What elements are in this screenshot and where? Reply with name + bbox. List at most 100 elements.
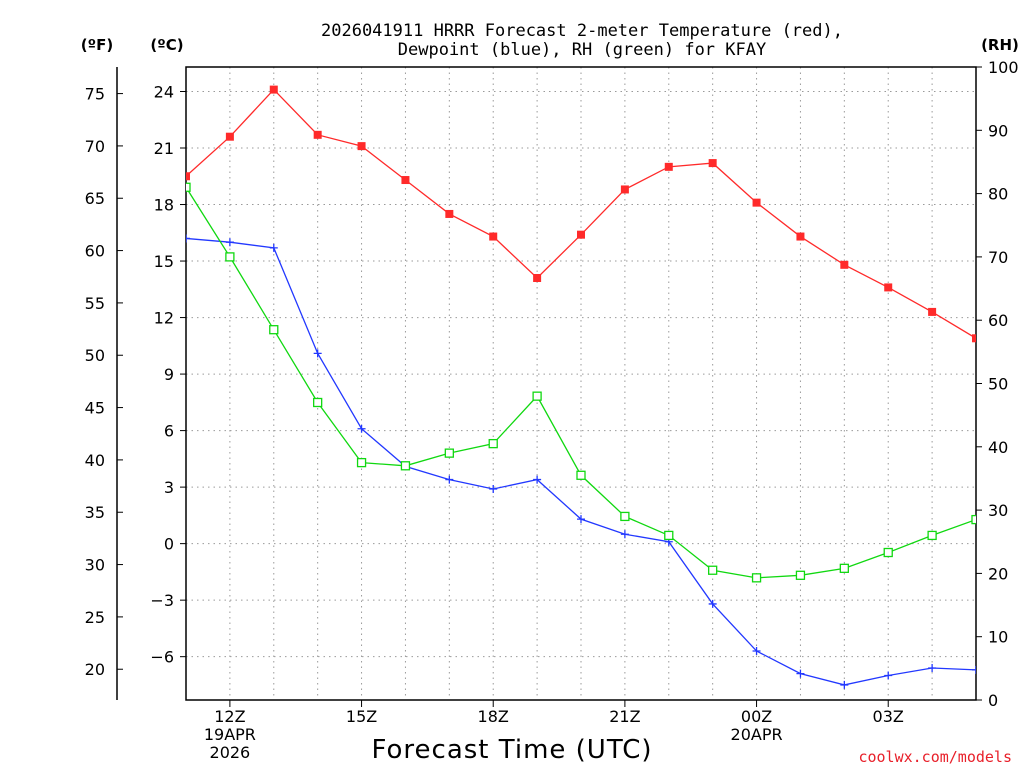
rh-point <box>751 573 762 583</box>
fahrenheit-tick-label: 55 <box>85 294 105 313</box>
rh-tick-label: 30 <box>988 501 1008 520</box>
dewpoint-point <box>708 599 717 608</box>
rh-tick-label: 50 <box>988 375 1008 394</box>
x-tick-label: 03Z <box>873 707 904 726</box>
x-tick-label: 20APR <box>731 725 783 744</box>
rh-point <box>708 565 718 575</box>
celsius-tick-label: −3 <box>150 591 174 610</box>
fahrenheit-tick-label: 45 <box>85 399 105 418</box>
rh-point <box>839 563 849 573</box>
dewpoint-point <box>620 530 629 539</box>
fahrenheit-unit-label: (ºF) <box>81 36 113 54</box>
temperature-point <box>357 142 366 151</box>
chart-title-line-1: 2026041911 HRRR Forecast 2-meter Tempera… <box>321 21 843 41</box>
temperature-point <box>577 230 585 239</box>
dewpoint-point <box>972 665 976 674</box>
rh-point <box>620 511 630 522</box>
rh-tick-label: 60 <box>988 311 1008 330</box>
dewpoint-point <box>840 680 849 689</box>
rh-tick-label: 0 <box>988 691 998 710</box>
rh-point <box>576 470 586 480</box>
dewpoint-point <box>577 515 585 524</box>
x-tick-label: 15Z <box>346 707 377 726</box>
fahrenheit-tick-label: 60 <box>85 242 105 261</box>
temperature-line <box>186 88 976 339</box>
x-tick-label: 00Z <box>741 707 772 726</box>
fahrenheit-tick-label: 25 <box>85 608 105 627</box>
dewpoint-point <box>489 485 498 493</box>
celsius-tick-label: 21 <box>154 139 174 158</box>
temperature-point <box>664 162 673 171</box>
rh-tick-label: 100 <box>988 58 1019 77</box>
dewpoint-point <box>313 349 322 358</box>
fahrenheit-tick-label: 65 <box>85 189 105 208</box>
rh-point <box>971 514 976 525</box>
fahrenheit-tick-label: 30 <box>85 556 105 575</box>
credit-text: coolwx.com/models <box>858 748 1012 766</box>
rh-point <box>186 182 191 192</box>
rh-point <box>356 457 367 468</box>
tick-labels: 24211815129630−3−67570656055504540353025… <box>85 58 1019 762</box>
dewpoint-point <box>186 234 190 243</box>
temperature-point <box>752 198 761 207</box>
temperature-point <box>445 209 454 218</box>
series-lines <box>186 85 976 689</box>
celsius-tick-label: 15 <box>154 252 174 271</box>
temperature-point <box>489 232 498 241</box>
grid-lines <box>186 67 976 700</box>
dewpoint-point <box>884 671 893 680</box>
rh-point <box>664 530 674 541</box>
temperature-point <box>533 274 542 282</box>
dewpoint-point <box>357 424 366 433</box>
temperature-point <box>972 334 976 343</box>
celsius-tick-label: −6 <box>150 648 174 667</box>
rh-tick-label: 70 <box>988 248 1008 267</box>
axes <box>116 66 982 707</box>
rh-tick-label: 10 <box>988 628 1008 647</box>
rh-point <box>225 252 235 262</box>
x-tick-label: 19APR <box>204 725 256 744</box>
temperature-point <box>225 132 234 141</box>
celsius-tick-label: 0 <box>164 535 174 554</box>
x-tick-label: 18Z <box>478 707 509 726</box>
temperature-point <box>313 130 322 139</box>
x-tick-label: 21Z <box>609 707 640 726</box>
celsius-tick-label: 9 <box>164 365 174 384</box>
fahrenheit-tick-label: 50 <box>85 346 105 365</box>
dewpoint-point <box>269 243 278 252</box>
celsius-tick-label: 24 <box>154 82 174 101</box>
rh-unit-label: (RH) <box>981 36 1019 54</box>
temperature-point <box>928 307 937 316</box>
celsius-unit-label: (ºC) <box>150 36 183 54</box>
celsius-tick-label: 12 <box>154 309 174 328</box>
celsius-tick-label: 6 <box>164 422 174 441</box>
temperature-point <box>269 85 278 94</box>
dewpoint-point <box>928 663 937 672</box>
temperature-point <box>186 172 190 181</box>
dewpoint-point <box>533 475 542 484</box>
rh-point <box>400 461 411 471</box>
chart-title-line-2: Dewpoint (blue), RH (green) for KFAY <box>398 40 766 60</box>
rh-point <box>927 530 937 541</box>
x-tick-label: 2026 <box>210 743 251 762</box>
temperature-point <box>708 159 717 168</box>
x-axis-label: Forecast Time (UTC) <box>371 735 652 765</box>
fahrenheit-tick-label: 35 <box>85 503 105 522</box>
dewpoint-point <box>225 238 234 247</box>
rh-tick-label: 80 <box>988 185 1008 204</box>
temperature-point <box>796 232 805 241</box>
rh-point <box>883 547 893 558</box>
dewpoint-point <box>445 475 454 484</box>
celsius-tick-label: 3 <box>164 478 174 497</box>
rh-point <box>532 391 542 401</box>
rh-point <box>444 448 454 458</box>
rh-tick-label: 20 <box>988 564 1008 583</box>
rh-point <box>313 397 323 408</box>
fahrenheit-tick-label: 20 <box>85 660 105 679</box>
rh-tick-label: 40 <box>988 438 1008 457</box>
rh-point <box>488 438 498 449</box>
temperature-point <box>620 185 629 194</box>
dewpoint-point <box>752 647 761 656</box>
fahrenheit-tick-label: 75 <box>85 85 105 104</box>
